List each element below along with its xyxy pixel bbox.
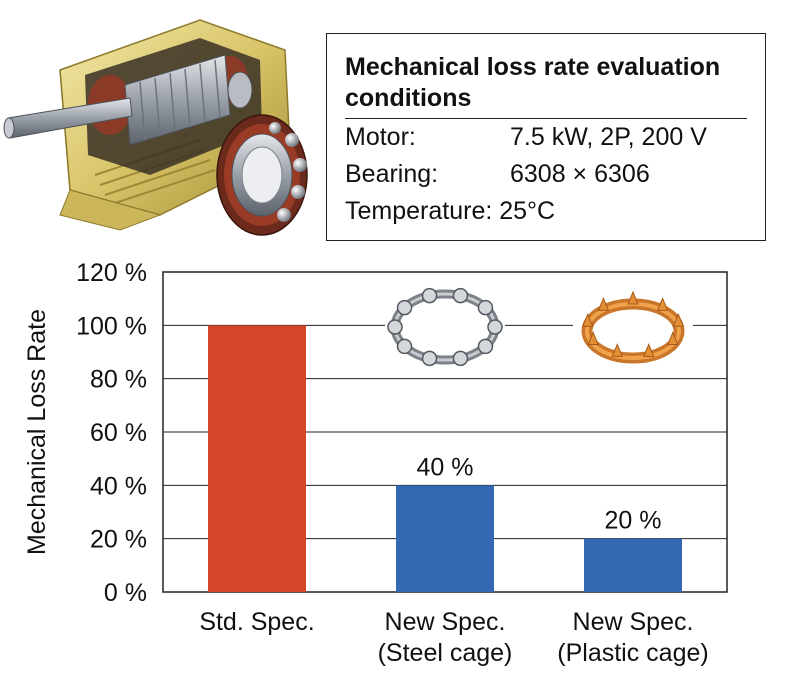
- y-tick-label: 100 %: [76, 312, 147, 340]
- bar: [584, 538, 682, 592]
- motor-cutaway-icon: [3, 19, 291, 231]
- data-label: 20 %: [605, 507, 662, 535]
- mechanical-loss-chart: 0 % 20 % 40 % 60 % 80 % 100 % 120 % Mechanical …: [23, 259, 728, 667]
- x-tick-label: (Steel cage): [378, 639, 513, 667]
- y-axis-label: Mechanical Loss Rate: [23, 309, 51, 555]
- bar: [396, 485, 494, 592]
- ball-bearing-icon: [216, 114, 308, 236]
- y-tick-label: 20 %: [90, 526, 147, 554]
- motor-illustration: [3, 19, 308, 236]
- data-label: 40 %: [417, 453, 474, 481]
- condition-row-temperature: Temperature: 25°C: [345, 196, 555, 226]
- y-tick-label: 40 %: [90, 472, 147, 500]
- conditions-title: Mechanical loss rate evaluation conditio…: [345, 53, 721, 112]
- condition-key: Temperature:: [345, 197, 493, 225]
- plastic-cage-icon: [573, 281, 693, 375]
- condition-row-bearing: Bearing: 6308 × 6306: [345, 159, 650, 189]
- condition-row-motor: Motor: 7.5 kW, 2P, 200 V: [345, 122, 707, 152]
- condition-value: 25°C: [499, 197, 556, 225]
- y-tick-label: 60 %: [90, 419, 147, 447]
- bar: [208, 325, 306, 592]
- condition-key: Motor:: [345, 123, 416, 151]
- steel-cage-icon: [385, 281, 505, 375]
- y-tick-label: 120 %: [76, 259, 147, 287]
- condition-value: 6308 × 6306: [510, 160, 650, 188]
- y-tick-label: 80 %: [90, 366, 147, 394]
- x-tick-label: (Plastic cage): [557, 639, 708, 667]
- condition-key: Bearing:: [345, 160, 439, 188]
- conditions-divider: [345, 118, 747, 119]
- condition-value: 7.5 kW, 2P, 200 V: [510, 123, 707, 151]
- x-tick-label: New Spec.: [385, 608, 506, 636]
- x-tick-label: Std. Spec.: [199, 608, 314, 636]
- evaluation-conditions-box: Mechanical loss rate evaluation conditio…: [326, 33, 766, 241]
- y-tick-label: 0 %: [104, 579, 147, 607]
- x-tick-label: New Spec.: [573, 608, 694, 636]
